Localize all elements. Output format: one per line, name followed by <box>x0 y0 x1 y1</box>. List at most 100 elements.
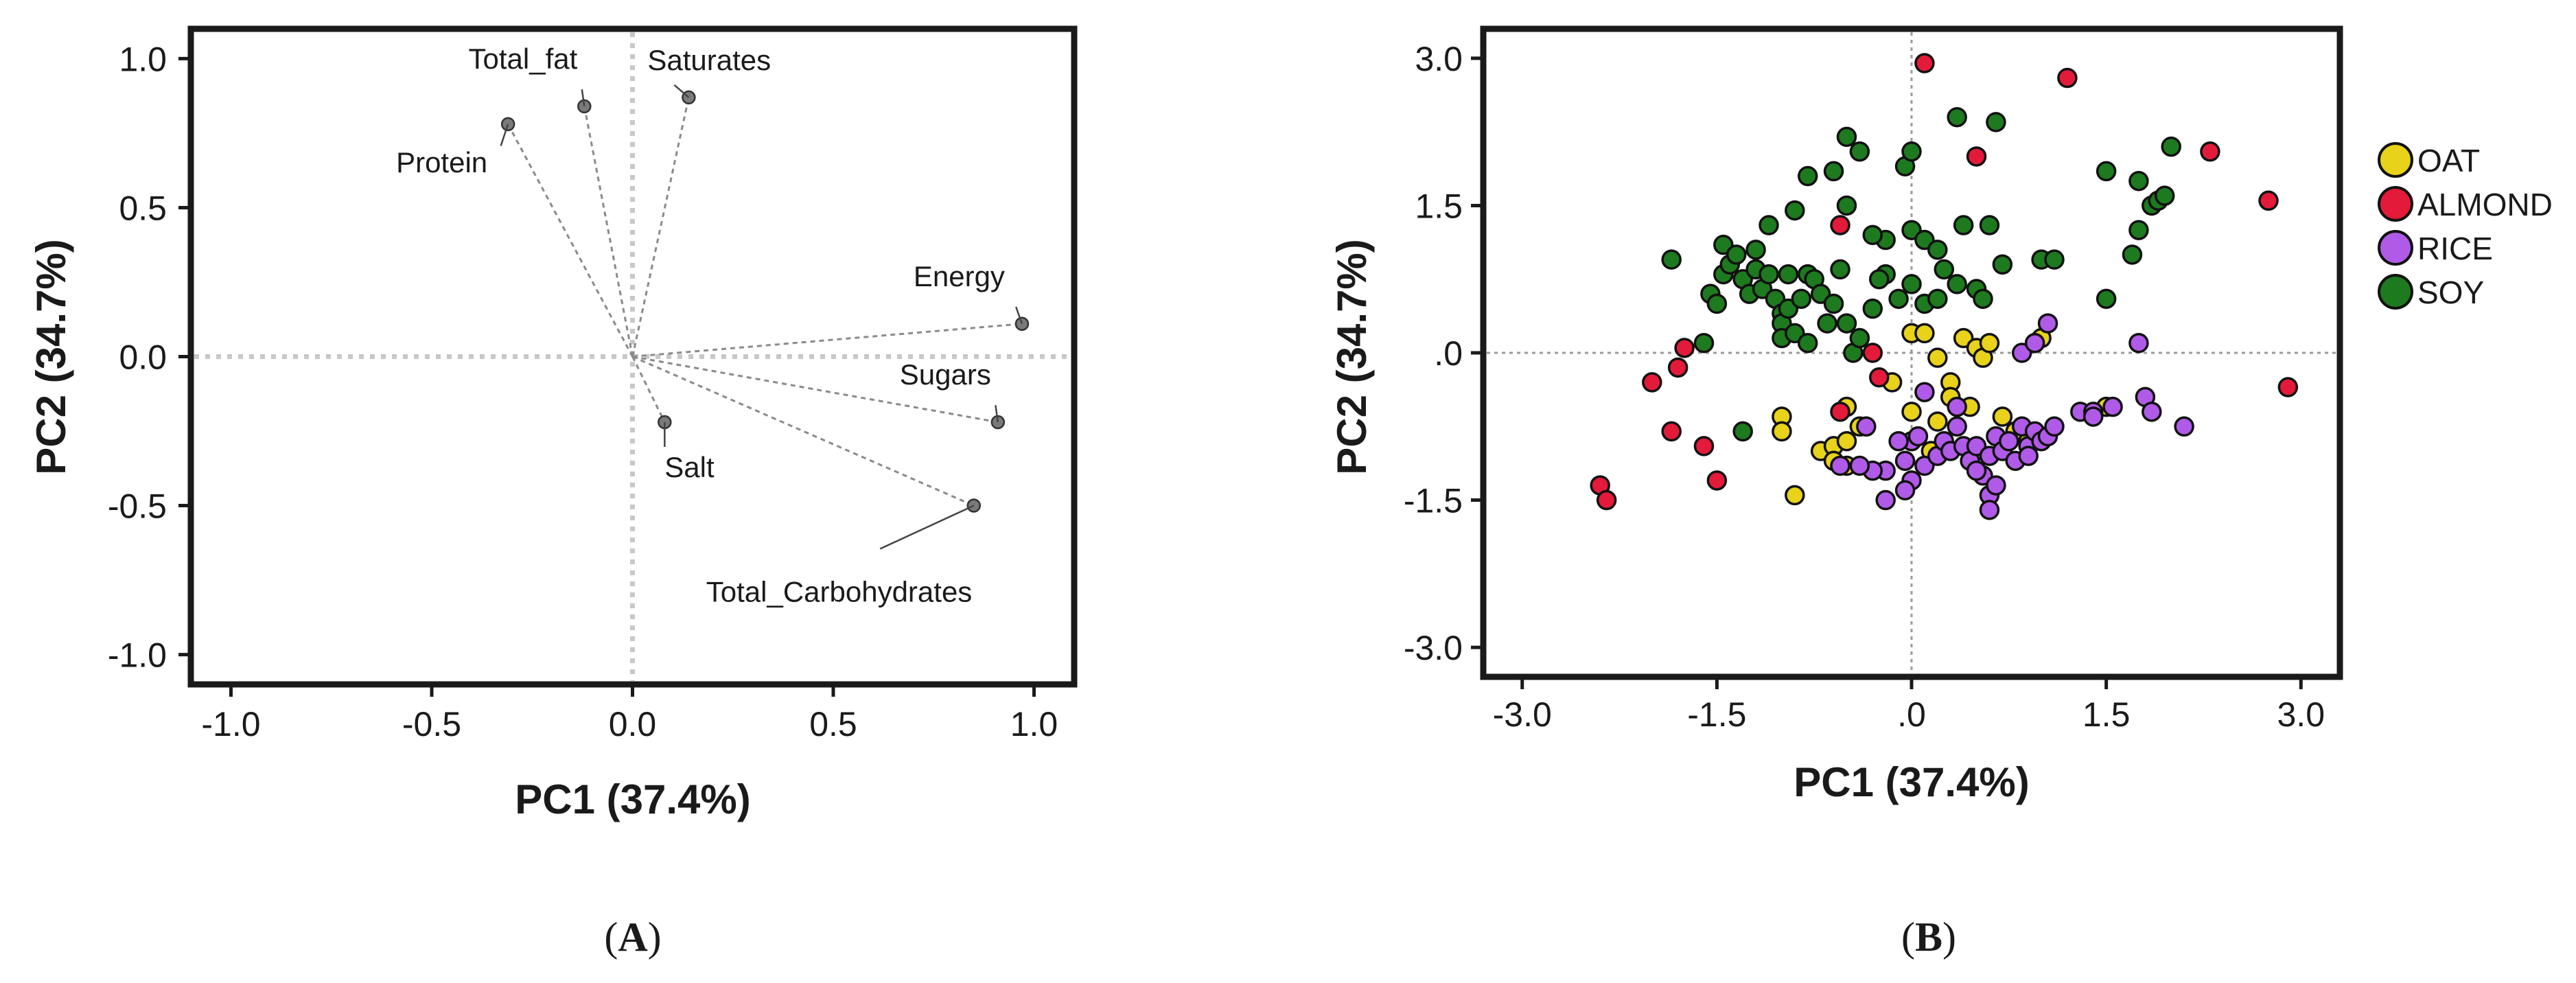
panel-a-x-tick-label: 0.0 <box>609 705 657 743</box>
score-point-rice <box>1830 455 1850 476</box>
score-point-rice <box>1849 455 1870 476</box>
score-point-soy <box>1797 165 1818 187</box>
panel-a-x-tick-label: -0.5 <box>402 705 461 743</box>
score-point-soy <box>2128 220 2149 240</box>
score-point-soy <box>1797 332 1818 354</box>
score-point-oat <box>1772 421 1792 442</box>
score-point-soy <box>1836 126 1857 148</box>
panel-a-y-tick-label: -1.0 <box>108 636 167 675</box>
panel-b-x-ticks: -3.0 -1.5 .0 1.5 3.0 <box>1493 677 2325 734</box>
score-point-soy <box>1759 264 1779 285</box>
panel-a-y-tick-label: 0.0 <box>119 338 167 377</box>
legend-swatch-soy <box>2378 274 2413 310</box>
score-point-almond <box>2258 190 2279 211</box>
score-point-rice <box>1966 460 1987 481</box>
panel-a-x-axis-label: PC1 (37.4%) <box>515 776 750 822</box>
panel-a-x-tick-label: 1.0 <box>1010 705 1058 743</box>
panel-b-y-tick-label: -3.0 <box>1404 629 1463 667</box>
score-point-almond <box>1693 436 1715 456</box>
score-point-almond <box>1830 215 1850 235</box>
score-point-rice <box>1856 416 1877 437</box>
score-point-soy <box>1953 215 1974 235</box>
score-point-rice <box>1999 430 2019 452</box>
loading-leader-total-carbohydrates <box>879 505 975 550</box>
score-point-soy <box>1726 244 1747 265</box>
score-point-rice <box>1914 382 1935 402</box>
panel-b-y-tick-label: .0 <box>1434 334 1463 373</box>
score-point-soy <box>1849 141 1870 162</box>
loading-vector-salt <box>631 356 666 423</box>
panel-b-x-tick-label: -3.0 <box>1493 695 1552 734</box>
loading-leader-total-fat <box>581 89 585 107</box>
legend-swatch-almond <box>2378 186 2413 222</box>
score-point-rice <box>1947 416 1967 437</box>
score-point-soy <box>1732 421 1753 442</box>
score-point-soy <box>1836 313 1857 334</box>
panel-a-x-tick-label: 0.5 <box>809 705 857 743</box>
score-point-rice <box>1894 480 1916 500</box>
loading-label-energy: Energy <box>914 260 1005 292</box>
score-point-oat <box>1992 406 2013 427</box>
panel-b-y-tick-label: 1.5 <box>1415 187 1463 225</box>
score-point-rice <box>1986 475 2006 496</box>
legend-label-almond: ALMOND <box>2417 187 2553 222</box>
score-point-soy <box>1785 200 1805 221</box>
panel-b-reference-lines <box>1487 32 2336 673</box>
loading-leader-energy <box>1015 306 1023 325</box>
score-point-almond <box>1914 53 1935 73</box>
score-point-soy <box>1862 298 1883 319</box>
panel-b-x-tick-label: .0 <box>1897 695 1926 734</box>
loading-label-total-carbohydrates: Total_Carbohydrates <box>706 576 973 608</box>
panel-a-x-ticks: -1.0 -0.5 0.0 0.5 1.0 <box>201 684 1058 743</box>
loading-label-total-fat: Total_fat <box>469 43 578 75</box>
score-point-soy <box>1986 112 2006 132</box>
score-point-soy <box>1830 259 1850 280</box>
panel-b-x-axis-label: PC1 (37.4%) <box>1794 759 2029 805</box>
score-point-almond <box>1661 421 1682 442</box>
score-point-soy <box>1817 313 1837 334</box>
loading-label-salt: Salt <box>664 451 715 483</box>
score-point-soy <box>1934 259 1955 280</box>
loading-leader-saturates <box>673 84 690 98</box>
panel-b-x-tick-label: -1.5 <box>1687 695 1746 734</box>
score-point-almond <box>1862 343 1883 363</box>
score-point-soy <box>1693 332 1715 354</box>
score-point-oat <box>1914 323 1935 344</box>
score-point-rice <box>2174 416 2194 437</box>
score-point-soy <box>1823 293 1844 314</box>
legend-label-rice: RICE <box>2417 231 2493 266</box>
score-point-almond <box>2277 377 2299 397</box>
score-point-almond <box>1674 338 1695 358</box>
score-point-rice <box>2082 406 2104 427</box>
score-point-rice <box>1875 489 1896 511</box>
score-point-rice <box>2044 416 2065 437</box>
score-point-soy <box>1759 215 1779 235</box>
panel-b-y-tick-label: 3.0 <box>1415 40 1463 78</box>
score-point-soy <box>1947 274 1967 294</box>
score-point-soy <box>1745 240 1766 260</box>
score-point-oat <box>1927 411 1948 432</box>
score-point-almond <box>1868 367 1890 388</box>
score-point-soy <box>1979 215 2000 235</box>
panel-a: Total_fat Saturates Protein Energy Sugars Sal… <box>28 25 1078 960</box>
score-point-soy <box>1888 288 1909 310</box>
score-point-soy <box>1868 268 1890 290</box>
score-point-soy <box>1706 293 1728 314</box>
score-point-soy <box>2044 249 2065 270</box>
score-point-soy <box>2161 136 2181 157</box>
loading-vector-total-fat <box>583 106 634 357</box>
panel-a-y-tick-label: -0.5 <box>108 487 167 526</box>
legend-label-oat: OAT <box>2417 143 2480 178</box>
loading-label-protein: Protein <box>396 146 487 178</box>
score-point-soy <box>1947 106 1967 128</box>
loading-leader-sugars <box>995 405 999 423</box>
panel-b-y-axis-label: PC2 (34.7%) <box>1329 239 1375 474</box>
score-point-almond <box>1830 402 1850 422</box>
score-point-soy <box>1901 141 1922 162</box>
score-point-oat <box>1927 347 1948 368</box>
score-point-soy <box>1862 224 1883 246</box>
score-point-rice <box>1907 426 1929 447</box>
panel-a-y-axis-label: PC2 (34.7%) <box>28 239 74 474</box>
loading-vector-energy <box>632 323 1023 358</box>
